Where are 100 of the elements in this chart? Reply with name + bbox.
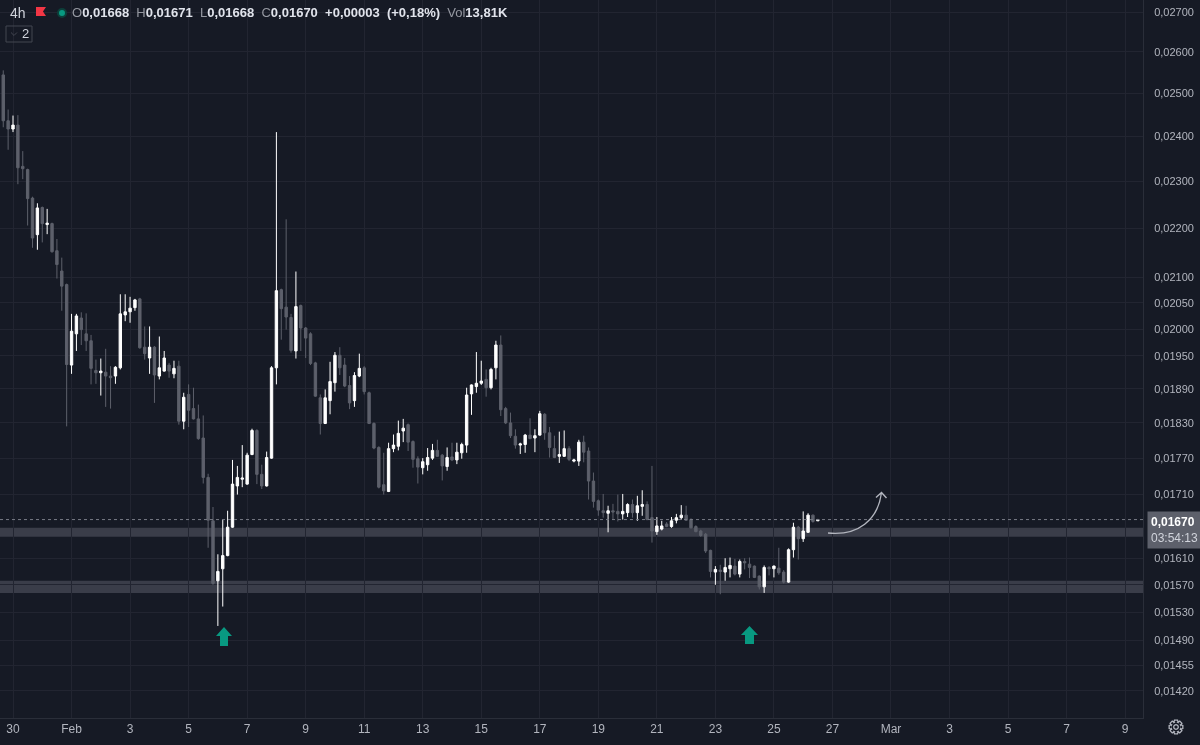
candlestick [401, 418, 405, 443]
candlestick [99, 358, 103, 397]
candlestick [733, 558, 737, 576]
candlestick [772, 564, 776, 578]
candlestick [513, 428, 518, 450]
x-tick-label: 30 [6, 722, 20, 737]
candlestick [147, 325, 152, 375]
candlestick [606, 505, 610, 533]
y-tick-label: 0,01830 [1154, 416, 1194, 429]
candlestick [103, 348, 108, 408]
candlestick [494, 340, 498, 380]
x-tick-label: 15 [474, 722, 489, 737]
candlestick [450, 442, 454, 462]
ref-line-label: 0,01670 03:54:13 [1151, 515, 1199, 545]
candlestick [708, 549, 713, 578]
candlestick [386, 442, 391, 493]
y-tick-label: 0,01950 [1154, 349, 1194, 362]
x-tick-label: 23 [708, 722, 723, 737]
candlestick [177, 360, 181, 426]
candlestick [264, 451, 269, 488]
x-tick-label: Feb [61, 722, 83, 737]
candlestick [216, 553, 220, 627]
y-tick-label: 0,01710 [1154, 488, 1194, 501]
candlestick [640, 489, 644, 517]
candlestick [69, 313, 74, 375]
candlestick [391, 434, 396, 453]
candlestick [767, 565, 771, 576]
candlestick [167, 362, 171, 379]
x-tick-label: 5 [1004, 722, 1012, 737]
candlestick [742, 557, 747, 570]
candlestick [669, 516, 674, 529]
candlestick [250, 428, 254, 456]
candlestick [718, 564, 722, 595]
candlestick [425, 447, 430, 472]
y-tick-label: 0,01455 [1154, 659, 1194, 671]
candlestick [133, 298, 137, 312]
candlestick [191, 387, 196, 420]
annotation: 2 [22, 26, 30, 41]
candlestick [791, 522, 796, 559]
y-tick-label: 0,01610 [1154, 552, 1194, 565]
x-tick-label: 27 [825, 722, 840, 737]
y-tick-label: 0,02700 [1154, 5, 1194, 18]
candlestick [182, 392, 186, 430]
candlestick [308, 331, 313, 366]
candlestick [313, 361, 318, 398]
candlestick [74, 313, 79, 352]
y-tick-label: 0,01490 [1154, 633, 1194, 646]
x-tick-label: 5 [185, 722, 193, 737]
candlestick [430, 443, 435, 461]
candlestick [703, 532, 708, 554]
candlestick [762, 564, 766, 594]
x-tick-label: 3 [126, 722, 134, 737]
candlestick [474, 351, 479, 394]
candlestick [679, 504, 683, 521]
candlestick [552, 435, 557, 459]
y-tick-label: 0,01890 [1154, 382, 1194, 395]
candlestick [274, 131, 279, 385]
x-tick-label: 3 [946, 722, 954, 737]
candlestick [294, 271, 298, 360]
candlestick [30, 196, 35, 249]
candlestick [45, 208, 49, 235]
text: O0,01668 H0,01671 L0,01668 C0,01670 +0,00003 (+0,18%) Vol13,81K [72, 5, 508, 20]
y-tick-label: 0,02100 [1154, 271, 1194, 284]
x-tick-label: 11 [357, 722, 371, 737]
y-tick-label: 0,02050 [1154, 296, 1194, 309]
candlestick [396, 420, 401, 451]
candlestick [172, 360, 176, 379]
candlestick [664, 521, 669, 528]
candlestick [747, 557, 752, 579]
x-tick-label: 17 [533, 722, 547, 737]
candlestick [186, 383, 191, 428]
x-tick-label: 9 [302, 722, 310, 737]
y-tick-label: 0,02600 [1154, 45, 1194, 58]
x-tick-label: 25 [767, 722, 781, 737]
candlestick [79, 311, 83, 346]
candlestick [713, 565, 718, 586]
candlestick [630, 499, 635, 519]
candlestick [25, 168, 30, 227]
candlestick [811, 514, 815, 524]
candlestick [362, 365, 366, 395]
candlestick [786, 547, 791, 584]
x-tick-label: 9 [1121, 722, 1129, 737]
candlestick [738, 559, 742, 578]
candlestick [11, 115, 15, 133]
candlestick [528, 417, 532, 440]
x-tick-label: 19 [591, 722, 606, 737]
candlestick [445, 446, 449, 472]
y-tick-label: 0,02400 [1154, 130, 1194, 143]
candlestick [40, 206, 44, 243]
candlestick [489, 367, 493, 390]
y-tick-label: 0,02500 [1154, 87, 1194, 100]
candlestick [318, 393, 322, 436]
chart-title: 4h [10, 5, 26, 21]
candlestick [152, 345, 157, 404]
y-tick-label: 0,01420 [1154, 684, 1194, 697]
candlestick [35, 202, 40, 251]
x-tick-label: 7 [243, 722, 251, 737]
x-tick-label: 21 [650, 722, 664, 737]
candlestick [469, 383, 474, 416]
candlestick [230, 459, 235, 529]
